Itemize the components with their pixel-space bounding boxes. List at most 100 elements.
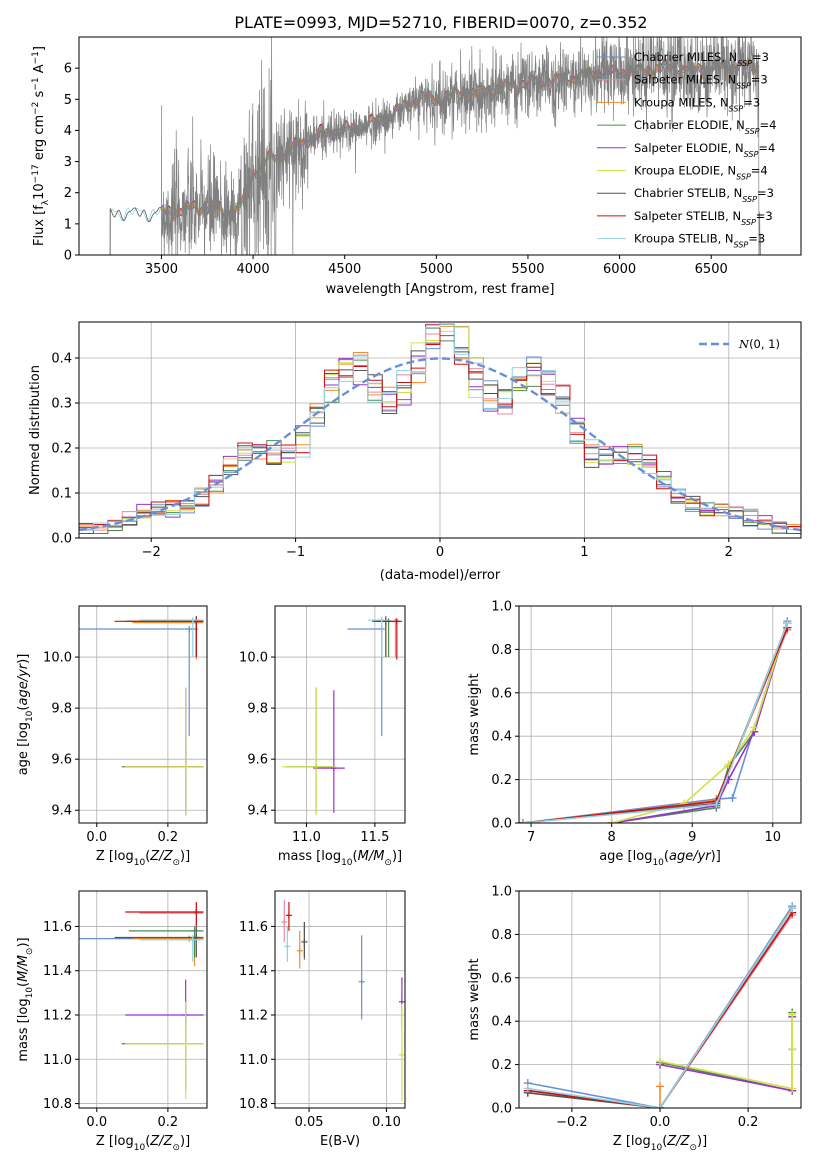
legend-label: Salpeter MILES, NSSP=3: [634, 73, 768, 91]
x-tick-label: 10: [765, 830, 782, 845]
weight-line-5: [611, 623, 789, 823]
y-tick-label: 0.0: [491, 817, 512, 832]
x-tick-label: 5000: [420, 262, 453, 277]
x-tick-label: −0.2: [556, 1115, 588, 1130]
residuals-axes-plot: [79, 323, 801, 534]
data-point: [393, 618, 400, 625]
histogram-step-8: [79, 323, 801, 531]
massweight_vs_Z-ylabel: mass weight: [467, 958, 482, 1040]
mass_vs_EBV-axes-plot: [281, 899, 405, 1102]
massweight_vs_age-ylabel: mass weight: [467, 673, 482, 755]
age_vs_Z-ylabel: age [log10(age/yr)]: [16, 654, 35, 776]
observed-spectrum: [161, 37, 762, 255]
y-tick-label: 1.0: [491, 600, 512, 615]
data-point: [330, 765, 337, 772]
massweight_vs_age-xlabel: age [log10(age/yr)]: [599, 849, 721, 868]
x-tick-label: 6000: [603, 262, 636, 277]
x-tick-label: 3500: [145, 262, 178, 277]
y-tick-label: 4: [64, 124, 72, 139]
x-tick-label: 9: [688, 830, 696, 845]
x-tick-label: 0.2: [158, 1115, 179, 1130]
weight-marker: [523, 1084, 532, 1093]
y-tick-label: 10.8: [239, 1097, 268, 1112]
model-line-6: [109, 57, 760, 255]
x-tick-label: 4000: [237, 262, 270, 277]
spectrum-legend: Chabrier MILES, NSSP=3 Salpeter MILES, NS…: [597, 50, 776, 249]
x-tick-label: 0.05: [295, 1115, 324, 1130]
x-tick-label: 11.0: [292, 830, 321, 845]
y-tick-label: 0.8: [491, 928, 512, 943]
weight-marker: [788, 1010, 797, 1019]
y-tick-label: 0.4: [491, 730, 512, 745]
y-tick-label: 9.6: [51, 753, 72, 768]
y-tick-label: 10.8: [43, 1097, 72, 1112]
histogram-step-7: [79, 323, 801, 528]
mass_vs_Z-ylabel: mass [log10(M/M⊙)]: [16, 937, 35, 1061]
y-tick-label: 1.0: [491, 885, 512, 900]
x-tick-label: 0.10: [372, 1115, 401, 1130]
mass_vs_Z-axes-plot: [79, 902, 204, 1100]
data-point: [182, 1040, 189, 1047]
x-tick-label: 8: [608, 830, 616, 845]
residuals-axes: −2 −1 0 1 2 0.0 0.1 0.2 0.3 0.4 (data-model)/error…: [28, 321, 802, 583]
data-point: [301, 938, 308, 945]
mass_vs_EBV-axes-grid: [275, 891, 405, 1108]
legend-label: Kroupa ELODIE, NSSP=4: [634, 164, 768, 182]
mass_vs_EBV-frame: [274, 890, 406, 1109]
age_vs_mass-xlabel: mass [log10(M/M⊙)]: [278, 849, 402, 868]
y-tick-label: 0.6: [491, 686, 512, 701]
legend-label: Kroupa MILES, NSSP=3: [634, 95, 760, 113]
y-tick-label: 0.3: [51, 397, 72, 412]
age_vs_Z-axes: 0.0 0.2 9.4 9.6 9.8 10.0 Z [log10(Z/Z⊙)] age [l…: [16, 605, 208, 868]
x-tick-label: 6500: [695, 262, 728, 277]
spectrum-axes: 3500 4000 4500 5000 5500 6000 6500 0 1 2 3 4 5 6 wavel…: [31, 36, 802, 297]
mass_vs_EBV-axes: 0.05 0.10 10.8 11.0 11.2 11.4 11.6 E(B-V): [239, 890, 406, 1149]
y-tick-label: 6: [64, 62, 72, 77]
data-point: [313, 763, 320, 770]
weight-line-5: [659, 1014, 793, 1090]
data-point: [296, 947, 303, 954]
x-tick-label: 4500: [328, 262, 361, 277]
y-tick-label: 0.2: [491, 773, 512, 788]
weight-marker: [788, 1084, 797, 1093]
y-tick-label: 0.4: [51, 352, 72, 367]
x-tick-label: 0.0: [650, 1115, 671, 1130]
y-tick-label: 11.4: [43, 964, 72, 979]
massweight_vs_age-axes-plot: [519, 617, 792, 823]
y-tick-label: 11.4: [239, 964, 268, 979]
y-tick-label: 11.0: [239, 1053, 268, 1068]
weight-marker: [750, 723, 759, 732]
y-tick-label: 9.6: [247, 753, 268, 768]
y-tick-label: 0: [64, 249, 72, 264]
age_vs_Z-axes-plot: [79, 616, 204, 816]
residuals-ylabel: Normed distribution: [28, 365, 43, 495]
spectrum-xlabel: wavelength [Angstrom, rest frame]: [326, 282, 555, 297]
data-point: [186, 625, 193, 632]
x-tick-label: −2: [142, 545, 161, 560]
massweight_vs_age-frame: [518, 605, 802, 824]
weight-marker: [728, 794, 737, 803]
massweight_vs_age-axes: 7 8 9 10 0.0 0.2 0.4 0.6 0.8 1.0 age [log10(age/yr…: [467, 600, 802, 868]
x-tick-label: 1: [580, 545, 588, 560]
mass_vs_Z-frame: [78, 890, 208, 1109]
y-tick-label: 0.6: [491, 971, 512, 986]
weight-marker: [788, 904, 797, 913]
y-tick-label: 5: [64, 93, 72, 108]
legend-label: Chabrier ELODIE, NSSP=4: [634, 118, 776, 136]
y-tick-label: 11.2: [239, 1009, 268, 1024]
weight-line-3: [611, 623, 789, 823]
legend-label: Chabrier MILES, NSSP=3: [634, 50, 769, 68]
mass_vs_Z-axes-grid: [79, 891, 207, 1108]
data-point: [285, 912, 292, 919]
age_vs_mass-axes-grid: [275, 606, 405, 823]
data-point: [281, 919, 288, 925]
age_vs_Z-frame: [78, 605, 208, 824]
y-tick-label: 11.6: [239, 920, 268, 935]
y-tick-label: 0.0: [51, 532, 72, 547]
legend-label: Salpeter ELODIE, NSSP=4: [634, 141, 775, 159]
data-point: [189, 936, 196, 943]
x-tick-label: 7: [527, 830, 535, 845]
y-tick-label: 0.2: [491, 1058, 512, 1073]
figure-title: PLATE=0993, MJD=52710, FIBERID=0070, z=0…: [234, 13, 647, 32]
